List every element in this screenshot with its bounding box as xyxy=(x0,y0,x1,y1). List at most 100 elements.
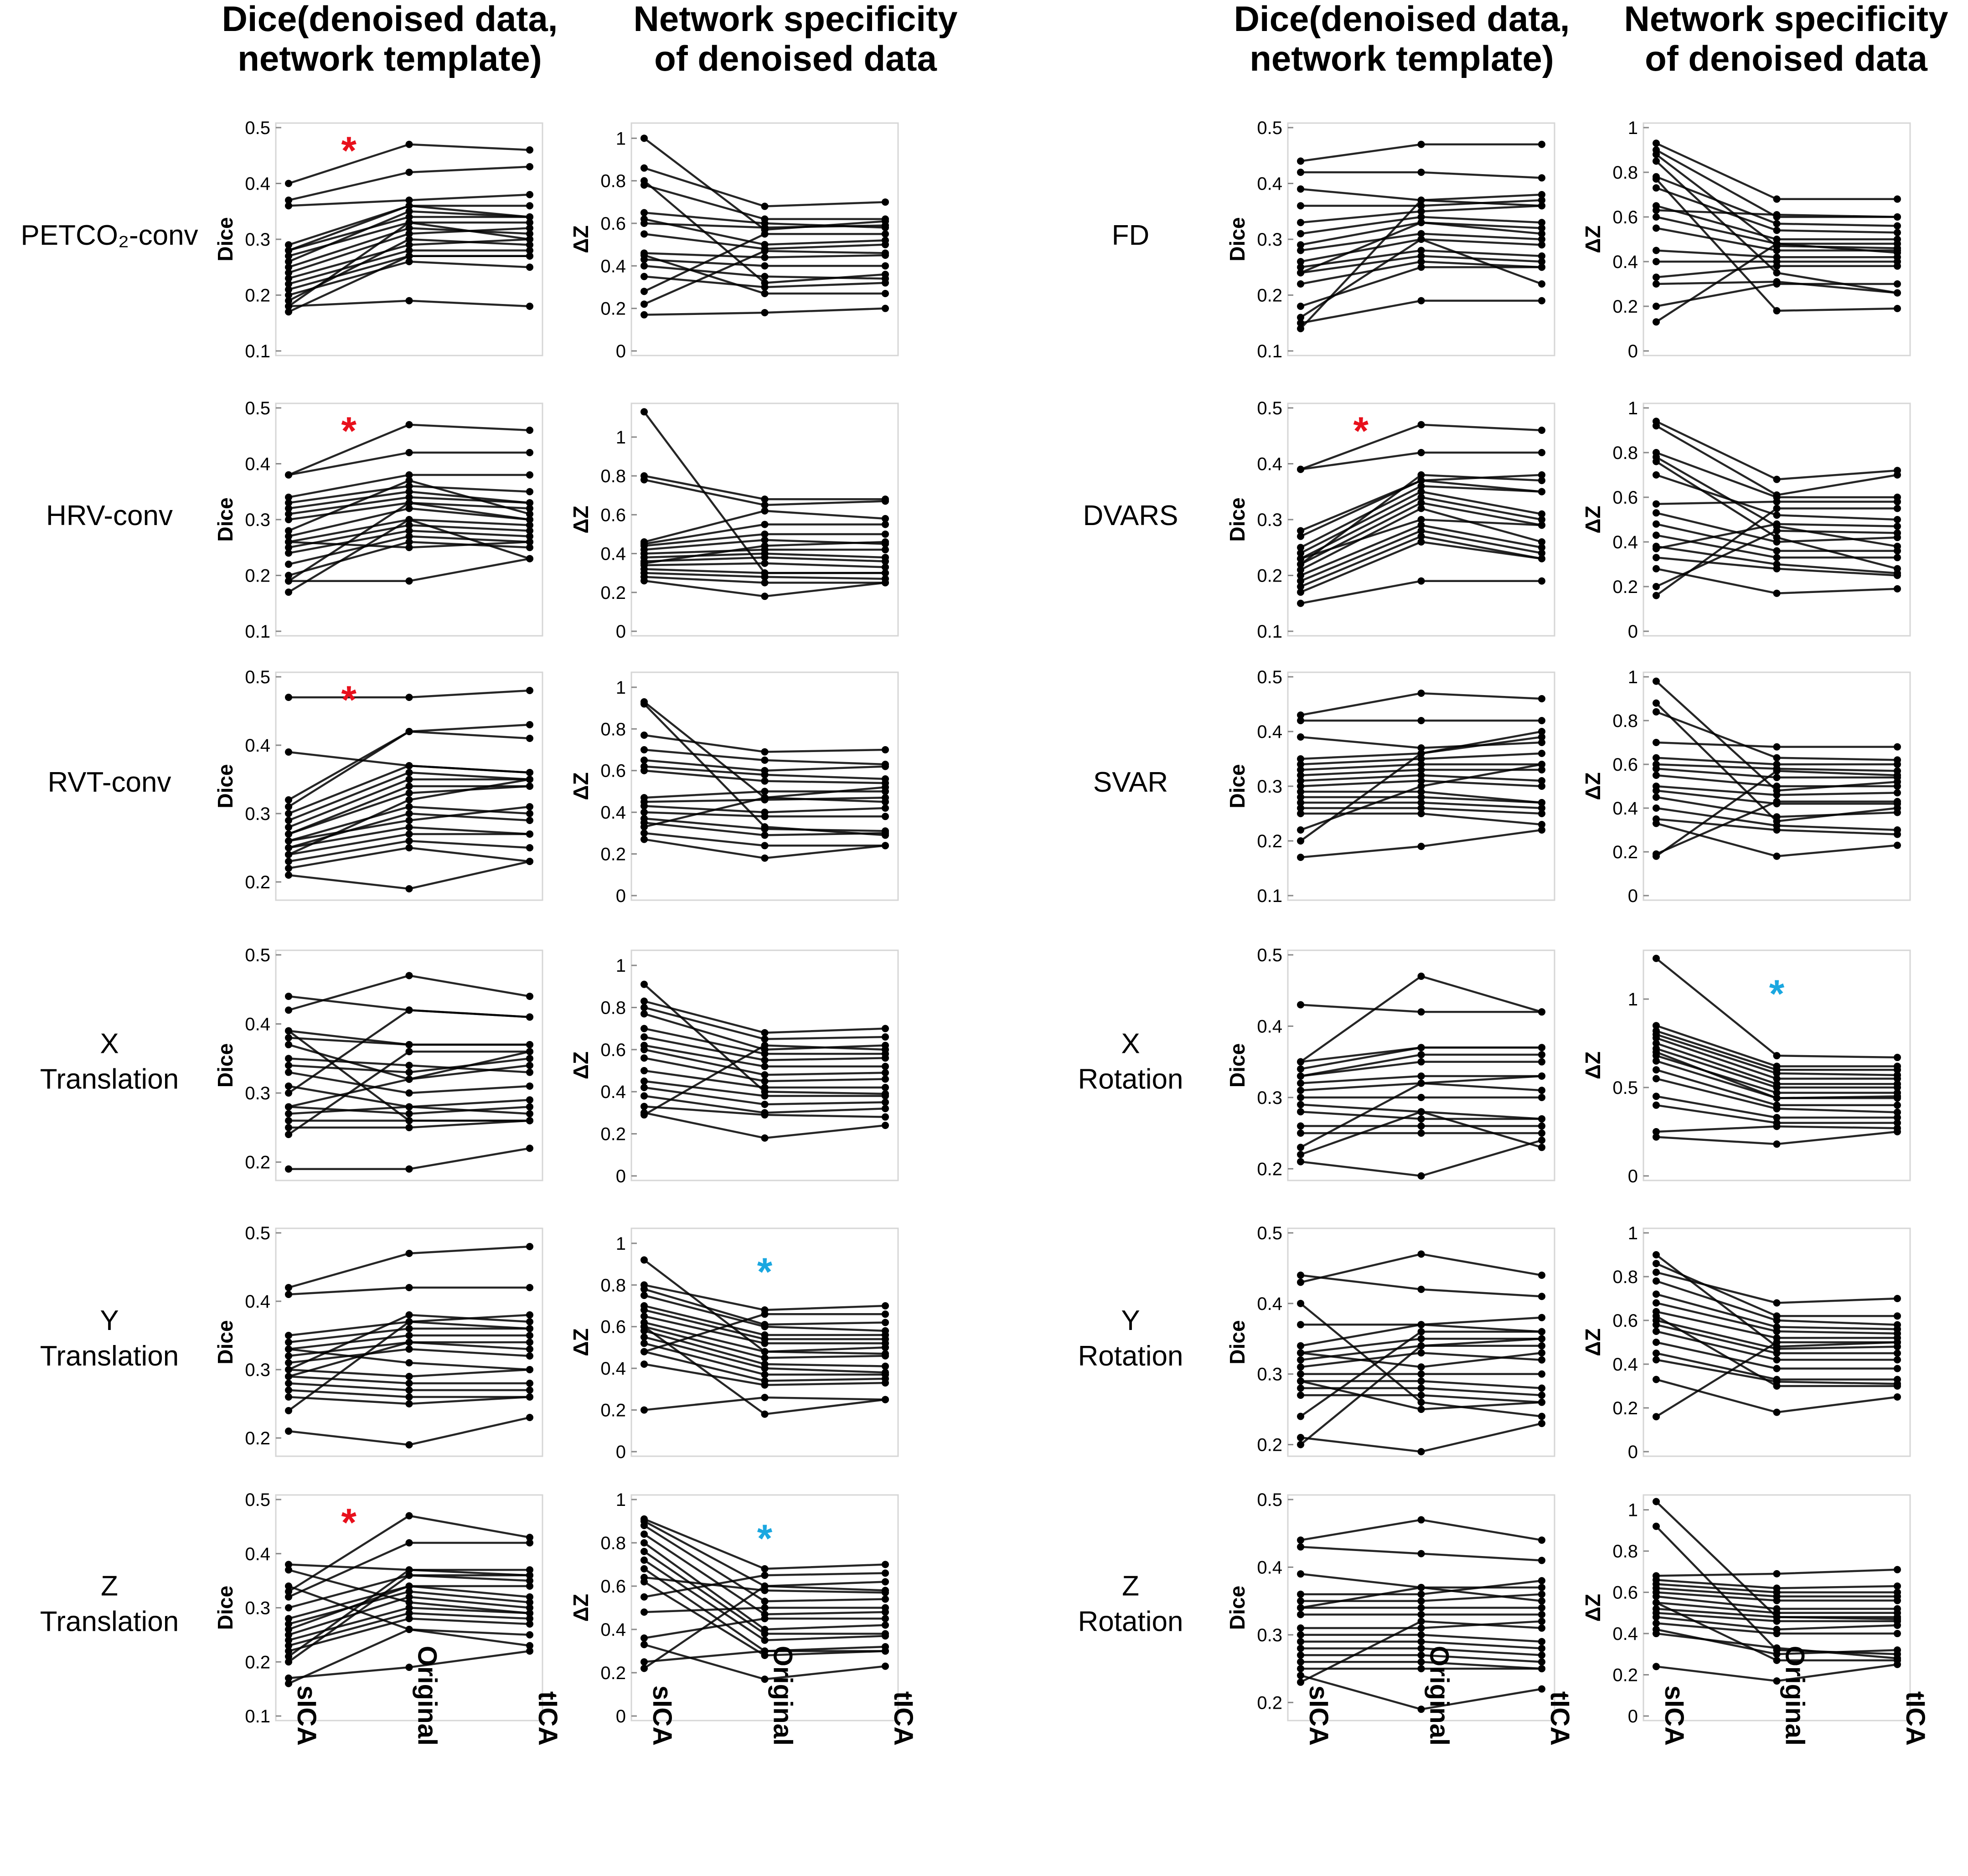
right-dz-r3-point-original xyxy=(1773,1052,1781,1060)
left-dz-r2-point-sica xyxy=(641,756,648,764)
right-dz-r0-point-tica xyxy=(1894,222,1901,230)
right-dice-r0-point-tica xyxy=(1538,140,1545,148)
right-dice-r2-point-sica xyxy=(1297,766,1304,773)
left-dz-r4-ylabel: ΔZ xyxy=(569,1328,593,1356)
right-dice-r3-point-tica xyxy=(1538,1144,1545,1151)
left-dice-r0-point-original xyxy=(405,207,413,215)
left-dz-r0-ylabel: ΔZ xyxy=(569,225,593,253)
left-dz-r5-point-original xyxy=(761,1615,769,1623)
right-dice-r5-point-sica xyxy=(1297,1570,1304,1578)
right-dz-r4-subject-line xyxy=(1656,1263,1897,1317)
left-dz-r0-point-original xyxy=(761,273,769,280)
right-dice-r2-point-original xyxy=(1417,690,1425,697)
right-dice-r1-point-original xyxy=(1417,538,1425,546)
left-dice-r0-point-sica xyxy=(285,269,292,277)
right-dice-r3-point-tica xyxy=(1538,1008,1545,1016)
left-dice-r3-point-tica xyxy=(526,1110,533,1118)
left-dice-r3-point-original xyxy=(405,1006,413,1014)
left-dice-r2-point-sica xyxy=(285,851,292,858)
left-dice-r3-point-tica xyxy=(526,1041,533,1049)
right-dice-r3-point-sica xyxy=(1297,1122,1304,1130)
left-dz-r3-point-tica xyxy=(882,1092,889,1100)
right-dice-r2-point-sica xyxy=(1297,755,1304,763)
right-dz-r3-point-sica xyxy=(1653,1133,1660,1141)
right-dice-r4-point-sica xyxy=(1297,1434,1304,1442)
right-dz-r0-ytick-label: 0.4 xyxy=(1612,252,1638,272)
right-dz-r1-point-original xyxy=(1773,511,1781,519)
left-dice-r4-point-sica xyxy=(285,1352,292,1360)
left-dz-r5-point-sica xyxy=(641,1556,648,1564)
left-dice-r0-significance-star: * xyxy=(341,129,357,173)
right-dz-r0-ytick-label: 0.6 xyxy=(1612,207,1638,227)
left-dz-r3-point-tica xyxy=(882,1075,889,1083)
left-dice-r4-point-sica xyxy=(285,1366,292,1373)
left-dice-r5-point-original xyxy=(405,1539,413,1546)
left-dice-r4-point-tica xyxy=(526,1339,533,1346)
right-dice-r2-point-original xyxy=(1417,772,1425,779)
col-title-left-dz-line2: of denoised data xyxy=(654,38,937,78)
right-dz-r5-point-tica xyxy=(1894,1646,1901,1654)
right-dz-r3-point-sica xyxy=(1653,1093,1660,1100)
right-dice-r3-ytick-label: 0.4 xyxy=(1257,1016,1282,1036)
right-dice-r5-point-original xyxy=(1417,1624,1425,1632)
right-dz-r2-frame xyxy=(1643,671,1911,901)
right-dz-r4-point-sica xyxy=(1653,1413,1660,1421)
right-dz-r3-point-original xyxy=(1773,1123,1781,1130)
right-dz-r1-ytick-label: 0.4 xyxy=(1612,532,1638,552)
right-dice-r5-point-tica xyxy=(1538,1665,1545,1673)
panel-grid: PETCO₂-conv0.10.20.30.40.5Dice*00.20.40.… xyxy=(21,118,1930,1746)
left-dice-r2-ytick-label: 0.3 xyxy=(245,804,270,824)
right-dice-r0-point-tica xyxy=(1538,196,1545,204)
right-dz-r2-subject-line xyxy=(1656,711,1898,761)
left-dz-r1-point-original xyxy=(761,542,769,550)
right-dz-r3-point-original xyxy=(1773,1113,1781,1121)
right-dice-r2-point-tica xyxy=(1538,804,1545,812)
right-dz-r1-frame xyxy=(1643,402,1911,637)
right-dice-r4-point-original xyxy=(1417,1406,1425,1413)
left-dice-r3-frame xyxy=(275,949,543,1181)
left-dice-r5-point-original xyxy=(405,1587,413,1595)
right-dice-r0-point-sica xyxy=(1297,258,1304,265)
left-dice-r5-point-original xyxy=(405,1572,413,1579)
right-dz-r5-ytick-label: 0 xyxy=(1628,1706,1638,1727)
left-dz-r0-ytick-label: 0 xyxy=(616,341,626,361)
left-dice-r5-point-tica xyxy=(526,1593,533,1601)
left-dz-r0-point-original xyxy=(761,247,769,255)
left-dice-r1-significance-star: * xyxy=(341,409,357,453)
left-dice-r1-ytick-label: 0.1 xyxy=(245,622,270,642)
right-dz-r2-point-original xyxy=(1773,791,1781,799)
right-dz-r3-point-tica xyxy=(1894,1094,1901,1102)
right-dz-r5-frame xyxy=(1643,1494,1911,1721)
left-dz-r4-ytick-label: 1 xyxy=(616,1234,626,1254)
right-dice-r1-panel: 0.1 0.2 0.3 0.4 0.5 Dice * xyxy=(1225,398,1555,642)
left-dice-r0-ytick-label: 0.5 xyxy=(245,118,270,138)
left-dice-r5-panel: 0.1 0.2 0.3 0.4 0.5 Dice * xyxy=(213,1490,543,1727)
left-dz-r2-point-tica xyxy=(882,763,889,770)
left-dz-r3-point-tica xyxy=(882,1069,889,1077)
right-dice-r0-point-tica xyxy=(1538,224,1545,232)
right-dice-r3-point-tica xyxy=(1538,1051,1545,1059)
left-dice-r4-point-tica xyxy=(526,1393,533,1401)
right-dz-r5-point-original xyxy=(1773,1570,1781,1577)
right-dice-r2-point-original xyxy=(1417,766,1425,773)
right-dice-r2-point-sica xyxy=(1297,761,1304,768)
right-dz-r2-point-sica xyxy=(1653,677,1660,685)
left-dice-r4-point-tica xyxy=(526,1325,533,1332)
left-dice-r0-ytick-label: 0.4 xyxy=(245,174,270,194)
right-dz-r2-ytick-label: 1 xyxy=(1628,667,1638,687)
left-dice-r0-point-sica xyxy=(285,303,292,310)
right-dice-r2-point-tica xyxy=(1538,717,1545,724)
right-dice-r2-point-sica xyxy=(1297,717,1304,724)
left-dz-r1-point-original xyxy=(761,573,769,581)
left-dice-r3-point-sica xyxy=(285,1103,292,1111)
right-dz-r5-point-original xyxy=(1773,1644,1781,1652)
right-dice-r0-point-tica xyxy=(1538,230,1545,237)
left-dice-r2-point-original xyxy=(405,830,413,838)
left-dz-r4-point-sica xyxy=(641,1256,648,1264)
right-dz-r2-point-original xyxy=(1773,826,1781,834)
right-dice-r1-point-original xyxy=(1417,449,1425,456)
left-dice-r4-ytick-label: 0.4 xyxy=(245,1292,270,1312)
left-dice-r3-point-sica xyxy=(285,1034,292,1041)
right-dz-r1-point-tica xyxy=(1894,505,1901,512)
left-dice-r4-point-sica xyxy=(285,1380,292,1387)
